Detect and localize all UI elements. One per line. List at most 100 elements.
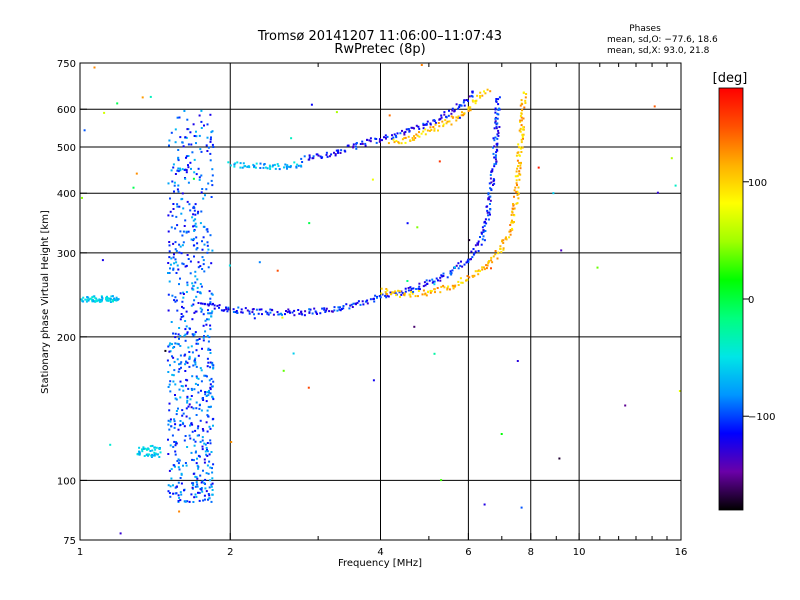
data-point [248,166,251,169]
data-point [431,278,434,281]
data-point [328,155,331,158]
data-point [434,123,437,126]
data-point [276,269,279,272]
data-point [174,258,177,261]
data-point [442,275,445,277]
data-point [178,388,181,391]
data-point [192,407,195,410]
data-point [498,107,501,110]
data-point [513,221,515,223]
data-point [203,482,206,485]
data-point [274,167,277,170]
data-point [227,306,230,309]
data-point [197,434,200,437]
data-point [320,157,323,159]
data-point [180,252,183,255]
data-point [482,231,485,233]
data-point [496,112,499,115]
data-point [209,479,212,482]
data-point [212,398,215,401]
data-point [479,236,481,238]
data-point [176,116,179,119]
data-point [179,136,182,139]
data-point [483,224,486,227]
data-point [199,291,201,294]
data-point [418,288,421,291]
data-point [519,146,522,149]
data-point [415,124,418,127]
data-point [87,299,90,302]
data-point [469,106,472,109]
data-point [172,492,175,495]
data-point [175,398,178,401]
data-point [192,501,195,503]
data-point [227,161,230,164]
data-point [101,259,104,262]
data-point [390,137,393,140]
data-point [489,90,492,93]
data-point [407,135,410,138]
data-point [167,293,170,296]
data-point [174,486,177,489]
data-point [180,313,183,315]
data-point [366,302,369,305]
data-point [177,466,180,469]
data-point [392,136,395,139]
data-point [172,166,175,169]
data-point [457,280,460,283]
data-point [670,157,673,160]
data-point [511,227,513,230]
data-point [560,249,563,252]
data-point [457,262,460,265]
data-point [466,275,469,277]
data-point [179,491,182,494]
data-point [181,197,184,200]
data-point [187,164,189,167]
data-point [210,485,213,488]
data-point [211,310,214,313]
data-point [481,266,484,269]
data-point [401,292,404,294]
data-point [86,298,89,301]
data-point [194,363,197,366]
x-tick-label: 10 [573,547,586,558]
data-point [359,143,362,145]
data-point [199,488,202,490]
data-point [158,456,161,458]
data-point [201,397,204,400]
data-point [179,169,182,172]
data-point [443,286,446,289]
data-point [175,413,178,416]
data-point [186,332,189,335]
data-point [209,361,212,364]
data-point [446,287,449,290]
data-point [359,303,362,306]
data-point [190,345,193,348]
data-point [195,365,198,368]
x-tick-label: 2 [227,547,233,558]
data-point [200,487,203,489]
data-point [207,394,210,397]
data-point [174,444,177,447]
data-point [316,313,318,315]
data-point [196,483,199,486]
data-point [418,282,421,285]
data-point [515,154,518,157]
data-point [199,265,202,268]
data-point [97,299,100,302]
data-point [403,137,406,140]
data-point [210,131,213,134]
data-point [516,159,519,162]
data-point [304,310,307,313]
data-point [187,387,190,390]
data-point [466,260,469,263]
data-point [517,186,520,189]
data-point [469,109,472,112]
data-point [421,293,424,296]
data-point [195,401,198,404]
data-point [303,155,306,158]
data-point [402,293,405,296]
data-point [337,149,340,152]
data-point [409,139,412,142]
data-point [297,164,300,167]
